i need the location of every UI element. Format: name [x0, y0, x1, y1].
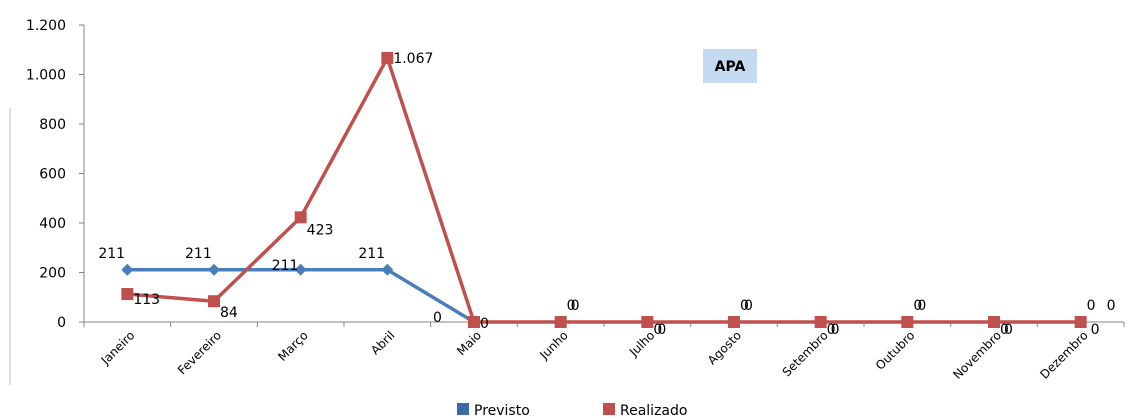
x-tick-label: Novembro [950, 328, 1004, 382]
marker-realizado [121, 288, 134, 301]
chart-title-background [703, 49, 757, 83]
legend-swatch-realizado [603, 403, 615, 415]
data-label-extra: 0 [657, 322, 666, 338]
data-label-extra: 0 [744, 298, 753, 314]
y-tick-label: 0 [57, 315, 66, 331]
x-tick-label: Janeiro [98, 328, 138, 368]
data-label-previsto: 0 [433, 310, 442, 326]
marker-realizado [468, 316, 480, 328]
x-tick-label: Abril [368, 328, 397, 357]
data-label-realizado: 0 [1087, 298, 1096, 314]
data-label-realizado: 0 [827, 322, 836, 338]
data-label-extra: 0 [831, 322, 840, 338]
marker-realizado [208, 295, 220, 308]
chart-title-group: APA [703, 49, 757, 83]
y-tick-label: 200 [39, 266, 66, 282]
data-label-extra: 0 [1004, 322, 1013, 338]
x-tick-label: Março [275, 328, 311, 364]
data-label-realizado: 0 [913, 298, 922, 314]
data-label-realizado: 0 [1000, 322, 1009, 338]
marker-previsto [294, 263, 307, 276]
y-tick-label: 1.000 [26, 68, 66, 84]
marker-realizado [988, 316, 1000, 328]
x-tick-label: Junho [536, 328, 570, 362]
marker-realizado [294, 211, 307, 224]
series-line-previsto [127, 268, 475, 324]
data-label-realizado: 0 [653, 322, 662, 338]
data-label-extra: 0 [1107, 298, 1116, 314]
data-label-extra: 0 [571, 298, 580, 314]
marker-realizado [641, 316, 654, 328]
data-label-realizado: 84 [220, 305, 238, 321]
legend-swatch-previsto [457, 403, 469, 415]
marker-realizado [381, 51, 394, 64]
x-tick-label: Setembro [780, 328, 831, 379]
data-label-previsto: 211 [358, 246, 385, 262]
x-tick-label: Fevereiro [175, 328, 224, 377]
data-label-realizado: 0 [567, 298, 576, 314]
y-tick-label: 1.200 [26, 18, 66, 34]
legend: Previsto Realizado [457, 403, 687, 419]
y-tick-label: 800 [39, 117, 66, 133]
marker-previsto [381, 263, 394, 276]
chart-title: APA [715, 59, 746, 75]
data-label-extra: 0 [917, 298, 926, 314]
marker-realizado [1074, 316, 1087, 328]
axes: 0 200 400 600 800 1.000 1.200 Janeiro Fevereiro M… [9, 18, 1125, 385]
data-label-extra: 0 [1091, 322, 1100, 338]
data-label-realizado: 0 [480, 316, 489, 332]
legend-label-previsto: Previsto [474, 403, 530, 419]
data-label-previsto: 211 [98, 246, 125, 262]
data-label-previsto: 211 [272, 258, 299, 274]
x-tick-label: Outubro [873, 328, 918, 373]
x-tick-label: Maio [454, 328, 484, 358]
data-label-previsto: 211 [185, 246, 212, 262]
series-layer [121, 51, 1087, 328]
y-tick-label: 400 [39, 216, 66, 232]
data-label-realizado: 1.067 [393, 51, 433, 67]
data-labels: 211 2112112110113844231.06700000000000000… [98, 51, 1115, 338]
data-label-realizado: 423 [307, 222, 334, 238]
x-tick-label: Agosto [705, 328, 744, 367]
data-label-realizado: 0 [740, 298, 749, 314]
y-tick-label: 600 [39, 167, 66, 183]
marker-previsto [121, 263, 134, 276]
marker-realizado [814, 316, 827, 328]
legend-label-realizado: Realizado [620, 403, 687, 419]
marker-realizado [728, 316, 740, 328]
x-tick-label: Dezembro [1037, 328, 1090, 381]
data-label-realizado: 113 [133, 292, 160, 308]
marker-previsto [208, 263, 220, 276]
series-line-realizado [127, 56, 1081, 324]
marker-realizado [554, 316, 567, 328]
marker-realizado [901, 316, 914, 328]
